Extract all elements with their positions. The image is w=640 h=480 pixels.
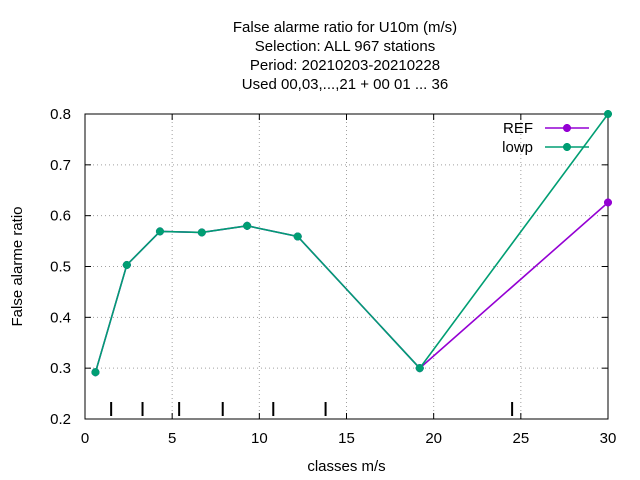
data-point-dot xyxy=(604,110,612,118)
series-line xyxy=(94,113,609,373)
x-tick-label: 25 xyxy=(512,430,529,447)
x-tick-label: 20 xyxy=(425,430,442,447)
series-ref xyxy=(91,198,612,377)
axis-ticks: 0 5 10 15 20 25 30 0.2 0.3 0.4 0.5 0.6 0.7 0.8 xyxy=(50,106,616,447)
x-tick-label: 0 xyxy=(81,430,89,447)
data-point xyxy=(155,227,164,236)
series-lowp xyxy=(91,110,612,377)
data-point-dot xyxy=(604,198,612,207)
title-line: Selection: ALL 967 stations xyxy=(255,38,435,55)
data-point xyxy=(293,232,302,241)
data-point-dot xyxy=(563,124,571,132)
y-tick-label: 0.3 xyxy=(50,360,71,377)
data-point xyxy=(563,143,571,151)
data-point xyxy=(122,260,131,269)
data-point xyxy=(604,110,612,118)
chart-title: False alarme ratio for U10m (m/s) Selecti… xyxy=(233,19,457,93)
y-tick-label: 0.7 xyxy=(50,157,71,174)
x-tick-label: 30 xyxy=(600,430,617,447)
title-line: Used 00,03,...,21 + 00 01 ... 36 xyxy=(242,76,448,93)
grid xyxy=(85,114,608,419)
y-tick-label: 0.2 xyxy=(50,411,71,428)
x-tick-label: 15 xyxy=(338,430,355,447)
data-point xyxy=(563,124,571,132)
series xyxy=(91,110,612,377)
y-tick-label: 0.6 xyxy=(50,208,71,225)
title-line: False alarme ratio for U10m (m/s) xyxy=(233,19,457,36)
legend-label: lowp xyxy=(502,139,533,156)
title-line: Period: 20210203-20210228 xyxy=(250,57,440,74)
data-point xyxy=(604,198,612,207)
data-point-dot xyxy=(197,228,206,237)
data-point-dot xyxy=(243,221,252,230)
data-point xyxy=(197,228,206,237)
legend-label: REF xyxy=(503,120,533,137)
x-tick-label: 10 xyxy=(251,430,268,447)
data-point xyxy=(91,368,100,377)
data-point-dot xyxy=(91,368,100,377)
data-point xyxy=(415,364,424,373)
legend: REF lowp xyxy=(502,120,589,156)
x-tick-label: 5 xyxy=(168,430,176,447)
y-tick-label: 0.5 xyxy=(50,259,71,276)
data-point-dot xyxy=(293,232,302,241)
data-point-dot xyxy=(122,260,131,269)
y-axis-label: False alarme ratio xyxy=(9,206,26,326)
data-point xyxy=(243,221,252,230)
data-point-dot xyxy=(155,227,164,236)
data-point-dot xyxy=(415,364,424,373)
class-boundary-marks xyxy=(110,402,514,416)
data-point-dot xyxy=(563,143,571,151)
y-tick-label: 0.4 xyxy=(50,309,71,326)
x-axis-label: classes m/s xyxy=(307,458,385,475)
y-tick-label: 0.8 xyxy=(50,106,71,123)
